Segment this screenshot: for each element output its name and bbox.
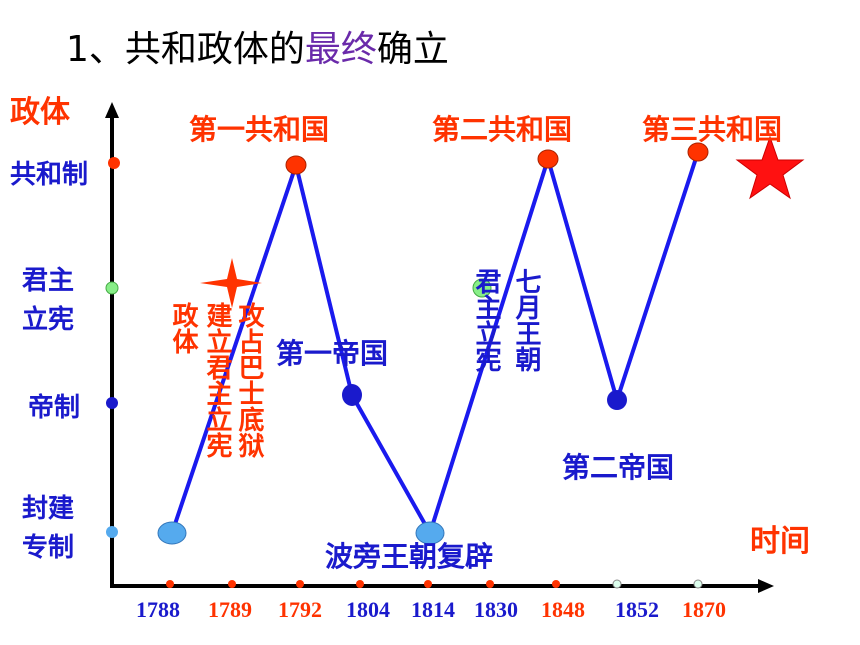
year-label: 1788 bbox=[136, 597, 180, 622]
regime-label: 第一共和国 bbox=[189, 113, 330, 146]
vertical-note: 政体 bbox=[168, 302, 198, 354]
regime-label: 波旁王朝复辟 bbox=[325, 540, 494, 573]
year-label: 1830 bbox=[474, 597, 518, 622]
level-label: 帝制 bbox=[28, 393, 81, 423]
sparkle bbox=[200, 258, 262, 308]
regime-label: 第二帝国 bbox=[562, 451, 675, 484]
point bbox=[472, 278, 492, 298]
year-label: 1848 bbox=[541, 597, 585, 622]
year-label: 1792 bbox=[278, 597, 322, 622]
year-label: 1852 bbox=[615, 597, 659, 622]
star bbox=[735, 135, 805, 200]
x-axis-label: 时间 bbox=[750, 524, 810, 559]
level-marker bbox=[106, 397, 118, 409]
point bbox=[607, 390, 627, 410]
x-arrow bbox=[758, 579, 774, 593]
point bbox=[285, 155, 307, 175]
year-label: 1814 bbox=[411, 597, 455, 622]
level-marker bbox=[106, 526, 118, 538]
year-label: 1870 bbox=[682, 597, 726, 622]
year-label: 1789 bbox=[208, 597, 252, 622]
level-label: 共和制 bbox=[10, 160, 89, 190]
vertical-note: 建立君主立宪 bbox=[202, 302, 232, 458]
regime-label: 第二共和国 bbox=[432, 113, 573, 146]
vertical-note: 七月王朝 bbox=[511, 268, 541, 372]
level-marker bbox=[105, 281, 119, 295]
title: 1、共和政体的最终确立 bbox=[66, 29, 449, 70]
y-arrow bbox=[105, 102, 119, 118]
y-axis-label: 政体 bbox=[10, 95, 70, 130]
point bbox=[687, 142, 709, 162]
vertical-note: 君主立宪 bbox=[471, 268, 501, 372]
point bbox=[537, 149, 559, 169]
vertical-note: 攻占巴士底狱 bbox=[234, 302, 264, 458]
point bbox=[415, 521, 445, 545]
regime-label: 第三共和国 bbox=[642, 113, 783, 146]
level-label: 封建专制 bbox=[22, 494, 75, 563]
year-dots bbox=[166, 579, 703, 589]
point bbox=[157, 521, 187, 545]
regime-label: 第一帝国 bbox=[276, 337, 389, 370]
level-marker bbox=[108, 157, 120, 169]
point bbox=[342, 384, 362, 406]
level-label: 君主立宪 bbox=[22, 266, 75, 335]
year-label: 1804 bbox=[346, 597, 390, 622]
